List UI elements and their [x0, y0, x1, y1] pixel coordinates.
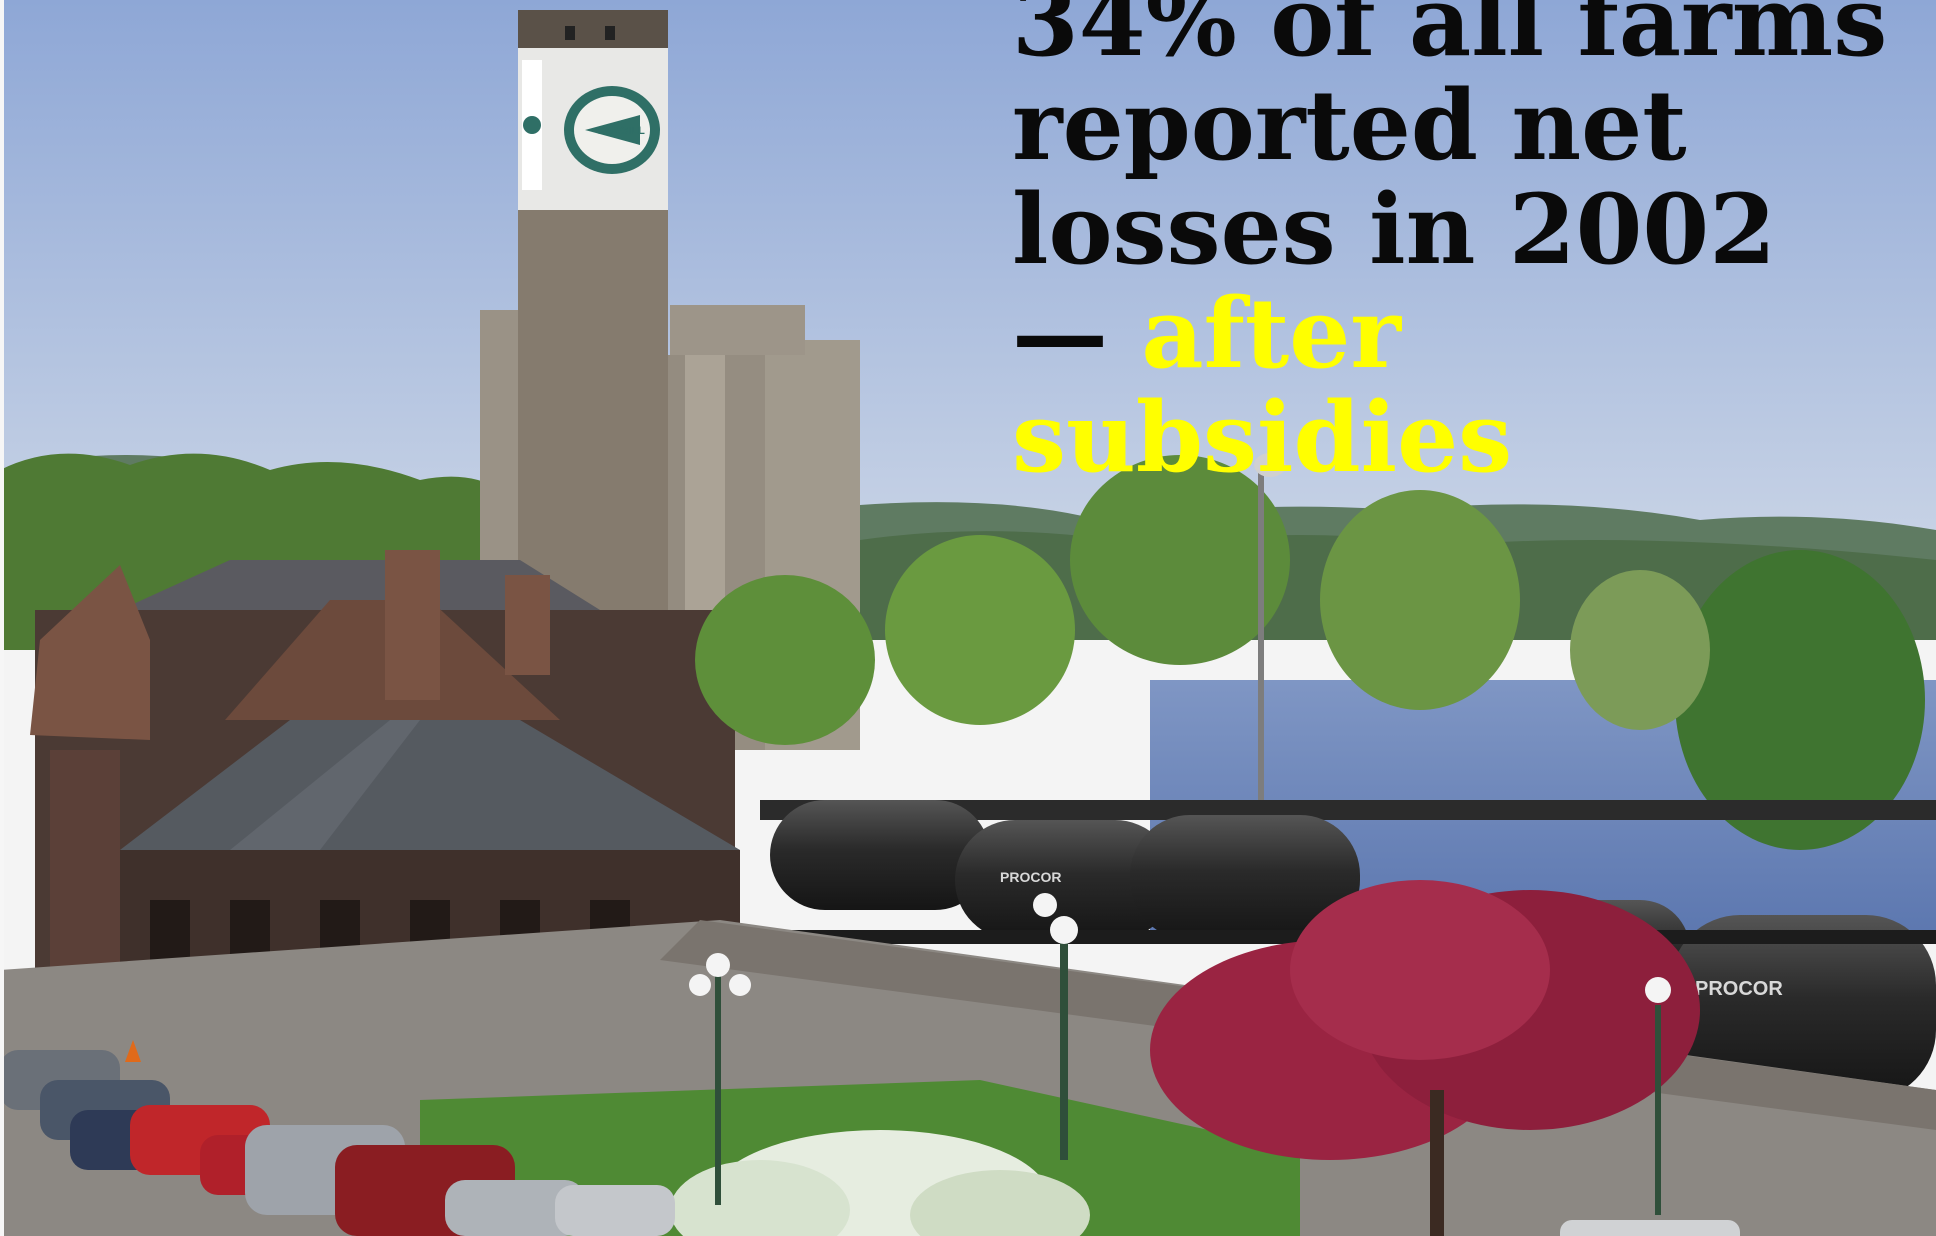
headline-line-3: losses in 2002 [1012, 173, 1777, 286]
headline-highlight-subsidies: subsidies [1012, 381, 1513, 494]
headline-line-4: — after [1012, 282, 1912, 386]
headline: 34% of all farms reported net losses in … [1012, 0, 1912, 490]
parked-cars [0, 1050, 1740, 1236]
street-lamps [689, 893, 1671, 1215]
headline-line-1: 34% of all farms [1012, 0, 1888, 78]
headline-highlight-after: after [1141, 277, 1401, 390]
traffic-cone [125, 1040, 141, 1062]
light-pole [1258, 470, 1264, 850]
tank-car-label-2: PROCOR [1695, 978, 1783, 1000]
headline-dash: — [1012, 277, 1142, 390]
trees-mid [695, 455, 1925, 850]
elevator-logo-text: CARGILL [596, 125, 645, 137]
elevator-tower: CARGILL [518, 10, 668, 620]
headline-line-2: reported net [1012, 69, 1687, 182]
tank-car-label-1: PROCOR [1000, 869, 1061, 885]
crabapple-tree [1150, 880, 1700, 1236]
